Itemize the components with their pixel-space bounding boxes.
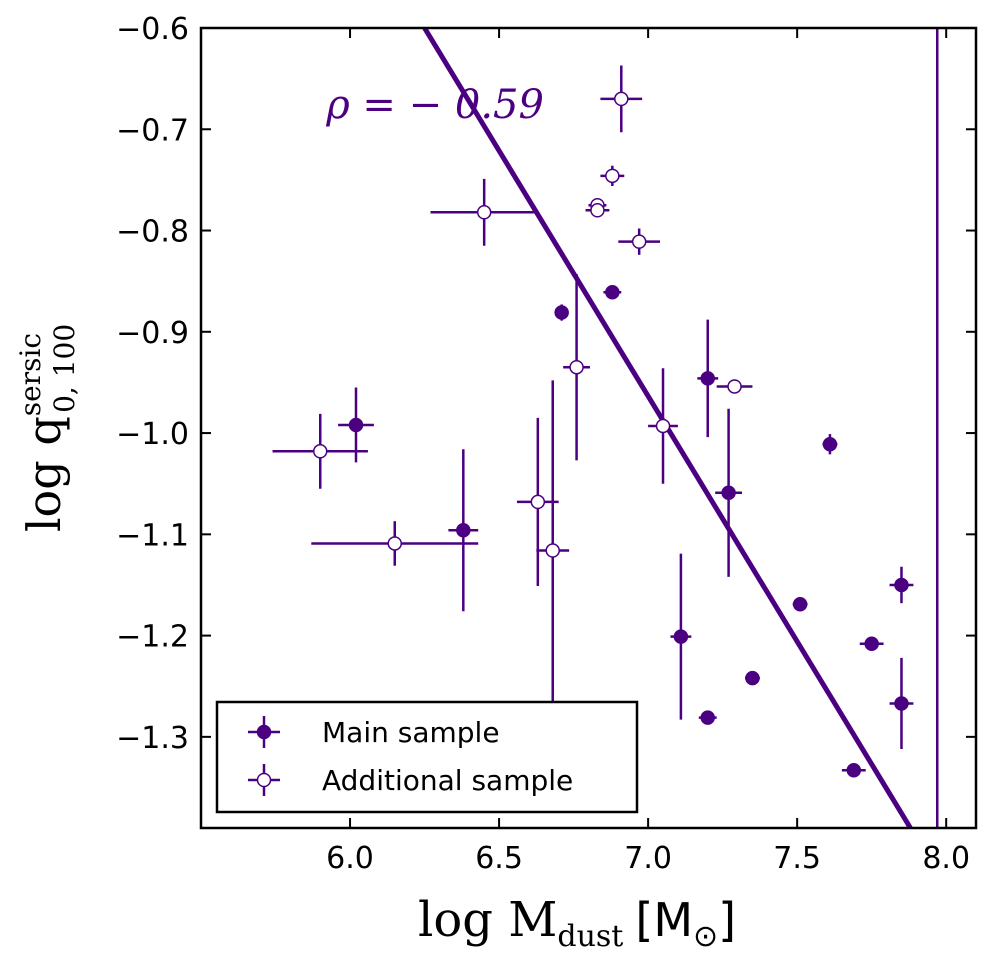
point-marker <box>631 234 647 249</box>
additional-sample-point <box>716 379 753 394</box>
y-tick-label: −0.9 <box>116 316 189 351</box>
x-axis-label: log Mdust [M⊙] <box>418 892 736 954</box>
point-marker <box>348 417 364 433</box>
main-sample-point <box>603 285 622 300</box>
legend-box <box>215 700 639 814</box>
point-marker <box>864 636 879 651</box>
point-marker <box>721 485 736 501</box>
additional-sample-point <box>600 65 643 133</box>
x-tick-label: 8.0 <box>922 841 970 876</box>
main-sample-point <box>670 553 692 720</box>
point-marker <box>822 436 838 452</box>
point-marker <box>700 371 715 386</box>
point-marker <box>894 577 909 593</box>
x-tick-label: 6.5 <box>475 841 523 876</box>
main-sample-point <box>889 566 914 604</box>
additional-sample-point <box>536 380 570 721</box>
point-marker <box>605 285 620 300</box>
legend-label-additional: Additional sample <box>322 764 573 797</box>
point-marker <box>312 444 328 459</box>
x-tick-label: 6.0 <box>326 841 374 876</box>
plot-area <box>272 28 939 828</box>
point-marker <box>614 91 629 107</box>
axis-tick-labels: 6.0 6.5 7.0 7.5 8.0 −0.6 −0.7 −0.8 −0.9 −1.0 −1.1 −… <box>116 12 970 876</box>
additional-sample-point <box>311 521 479 566</box>
point-marker <box>700 710 715 725</box>
point-marker <box>673 629 689 644</box>
data-points <box>272 65 914 778</box>
x-tick-label: 7.0 <box>624 841 672 876</box>
additional-sample-point <box>430 178 538 246</box>
point-marker <box>476 205 492 220</box>
legend-marker <box>248 716 280 748</box>
point-marker <box>792 596 808 612</box>
y-tick-label: −1.0 <box>116 417 189 452</box>
point-marker <box>456 523 471 538</box>
y-tick-label: −0.6 <box>116 12 189 47</box>
additional-sample-point <box>585 203 610 218</box>
main-sample-point <box>697 319 719 438</box>
additional-sample-point <box>618 228 661 255</box>
main-sample-point <box>715 408 743 577</box>
x-tick-label: 7.5 <box>773 841 821 876</box>
point-marker <box>655 418 671 434</box>
main-sample-point <box>554 304 569 321</box>
main-sample-point <box>822 434 838 455</box>
legend-marker <box>248 764 280 796</box>
point-marker <box>745 670 760 686</box>
point-marker <box>545 543 560 558</box>
point-marker <box>727 379 742 394</box>
point-marker <box>387 536 402 551</box>
y-tick-label: −0.7 <box>116 113 189 148</box>
legend: Main sample Additional sample <box>215 700 639 814</box>
main-sample-point <box>841 763 866 778</box>
y-tick-label: −1.2 <box>116 620 189 655</box>
legend-label-main: Main sample <box>322 716 500 749</box>
main-sample-point <box>792 596 808 612</box>
additional-sample-point <box>563 274 590 461</box>
main-sample-point <box>744 670 760 686</box>
point-marker <box>554 305 569 320</box>
additional-sample-point <box>272 413 368 489</box>
plot-frame <box>199 26 978 830</box>
y-axis-label: log qsersic0, 100 <box>14 324 81 532</box>
main-sample-point <box>698 710 717 725</box>
point-marker <box>894 696 909 711</box>
y-tick-label: −1.3 <box>116 721 189 756</box>
additional-sample-point <box>648 368 678 484</box>
y-tick-label: −1.1 <box>116 518 189 553</box>
y-tick-label: −0.8 <box>116 215 189 250</box>
main-sample-point <box>859 636 884 651</box>
point-marker <box>530 494 546 510</box>
point-marker <box>590 203 605 218</box>
point-marker <box>605 168 620 184</box>
correlation-annotation: ρ = − 0.59 <box>325 82 544 128</box>
point-marker <box>569 359 584 375</box>
point-marker <box>846 763 862 778</box>
main-sample-point <box>889 657 914 750</box>
main-sample-point <box>448 449 479 612</box>
main-sample-point <box>338 387 374 463</box>
additional-sample-point <box>600 165 625 186</box>
